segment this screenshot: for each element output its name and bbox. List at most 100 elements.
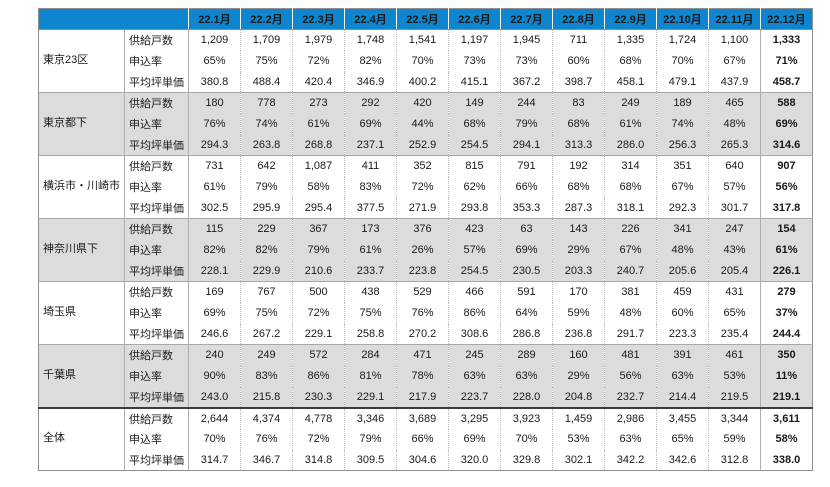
value-cell: 79% [500, 113, 553, 135]
value-cell: 3,455 [656, 406, 709, 429]
region-cell: 横浜市・川崎市 [38, 155, 125, 219]
value-cell: 83% [240, 365, 293, 387]
value-cell: 815 [448, 155, 501, 177]
metric-label-cell: 平均坪単価 [124, 386, 189, 408]
value-cell: 292 [344, 92, 397, 114]
value-cell: 48% [656, 239, 709, 261]
value-cell: 291.7 [604, 323, 657, 345]
value-cell: 4,374 [240, 406, 293, 429]
value-cell: 3,344 [708, 406, 761, 429]
value-cell: 86% [448, 302, 501, 324]
value-cell: 244 [500, 92, 553, 114]
table-body: 東京23区 供給戸数 1,209 1,709 1,979 1,748 1,541 1,197 1… [38, 29, 813, 471]
value-cell: 431 [708, 281, 761, 303]
value-cell: 263.8 [240, 134, 293, 156]
value-cell: 53% [552, 428, 605, 450]
value-cell: 268.8 [292, 134, 345, 156]
value-cell: 59% [708, 428, 761, 450]
value-cell: 235.4 [708, 323, 761, 345]
value-cell: 301.7 [708, 197, 761, 219]
metric-label-cell: 申込率 [124, 365, 189, 387]
value-cell: 309.5 [344, 449, 397, 471]
metric-label-cell: 供給戸数 [124, 344, 189, 366]
table-row: 申込率 65% 75% 72% 82% 70% 73% 73% 60% 68% 70% 67% 71% [39, 50, 813, 72]
value-cell: 232.7 [604, 386, 657, 408]
value-cell: 60% [656, 302, 709, 324]
table-row: 申込率 61% 79% 58% 83% 72% 62% 66% 68% 68% 67% 57% 56% [39, 176, 813, 198]
value-cell: 68% [552, 176, 605, 198]
value-cell: 273 [292, 92, 345, 114]
metric-label-cell: 申込率 [124, 428, 189, 450]
value-cell: 254.5 [448, 134, 501, 156]
value-cell: 79% [344, 428, 397, 450]
month-header: 22.12月 [760, 8, 813, 30]
metric-label-cell: 申込率 [124, 50, 189, 72]
value-cell: 338.0 [760, 449, 813, 471]
value-cell: 57% [708, 176, 761, 198]
value-cell: 256.3 [656, 134, 709, 156]
month-header: 22.8月 [552, 8, 605, 30]
value-cell: 267.2 [240, 323, 293, 345]
value-cell: 223.8 [396, 260, 449, 282]
value-cell: 767 [240, 281, 293, 303]
month-header: 22.3月 [292, 8, 345, 30]
value-cell: 591 [500, 281, 553, 303]
monthly-region-stats-table-wrap: 22.1月 22.2月 22.3月 22.4月 22.5月 22.6月 22.7月 22.8月… [38, 8, 813, 471]
metric-label-cell: 平均坪単価 [124, 197, 189, 219]
value-cell: 1,979 [292, 29, 345, 51]
value-cell: 83% [344, 176, 397, 198]
value-cell: 74% [656, 113, 709, 135]
value-cell: 258.8 [344, 323, 397, 345]
value-cell: 61% [344, 239, 397, 261]
value-cell: 1,335 [604, 29, 657, 51]
value-cell: 68% [552, 113, 605, 135]
value-cell: 640 [708, 155, 761, 177]
table-row: 申込率 76% 74% 61% 69% 44% 68% 79% 68% 61% 74% 48% 69% [39, 113, 813, 135]
table-header: 22.1月 22.2月 22.3月 22.4月 22.5月 22.6月 22.7月 22.8月… [38, 8, 813, 30]
value-cell: 75% [240, 302, 293, 324]
value-cell: 205.6 [656, 260, 709, 282]
table-row: 平均坪単価 228.1 229.9 210.6 233.7 223.8 254.5 230.5… [39, 260, 813, 282]
region-cell: 東京都下 [38, 92, 125, 156]
value-cell: 458.1 [604, 71, 657, 93]
region-cell: 全体 [38, 406, 125, 471]
value-cell: 458.7 [760, 71, 813, 93]
value-cell: 302.1 [552, 449, 605, 471]
value-cell: 318.1 [604, 197, 657, 219]
region-cell: 埼玉県 [38, 281, 125, 345]
value-cell: 642 [240, 155, 293, 177]
value-cell: 71% [760, 50, 813, 72]
value-cell: 3,346 [344, 406, 397, 429]
value-cell: 437.9 [708, 71, 761, 93]
value-cell: 60% [552, 50, 605, 72]
metric-label-cell: 供給戸数 [124, 218, 189, 240]
value-cell: 711 [552, 29, 605, 51]
value-cell: 244.4 [760, 323, 813, 345]
value-cell: 90% [188, 365, 241, 387]
value-cell: 420 [396, 92, 449, 114]
value-cell: 423 [448, 218, 501, 240]
value-cell: 367 [292, 218, 345, 240]
monthly-region-stats-table: 22.1月 22.2月 22.3月 22.4月 22.5月 22.6月 22.7月 22.8月… [38, 8, 813, 471]
value-cell: 1,724 [656, 29, 709, 51]
value-cell: 377.5 [344, 197, 397, 219]
value-cell: 352 [396, 155, 449, 177]
metric-label-cell: 供給戸数 [124, 155, 189, 177]
value-cell: 243.0 [188, 386, 241, 408]
value-cell: 82% [240, 239, 293, 261]
region-cell: 千葉県 [38, 344, 125, 408]
value-cell: 471 [396, 344, 449, 366]
value-cell: 192 [552, 155, 605, 177]
value-cell: 731 [188, 155, 241, 177]
value-cell: 400.2 [396, 71, 449, 93]
value-cell: 279 [760, 281, 813, 303]
value-cell: 289 [500, 344, 553, 366]
value-cell: 72% [292, 428, 345, 450]
value-cell: 230.5 [500, 260, 553, 282]
value-cell: 312.8 [708, 449, 761, 471]
value-cell: 1,087 [292, 155, 345, 177]
table-row: 東京23区 供給戸数 1,209 1,709 1,979 1,748 1,541 1,197 1… [38, 29, 813, 93]
value-cell: 479.1 [656, 71, 709, 93]
metric-label-cell: 供給戸数 [124, 29, 189, 51]
month-header: 22.2月 [240, 8, 293, 30]
